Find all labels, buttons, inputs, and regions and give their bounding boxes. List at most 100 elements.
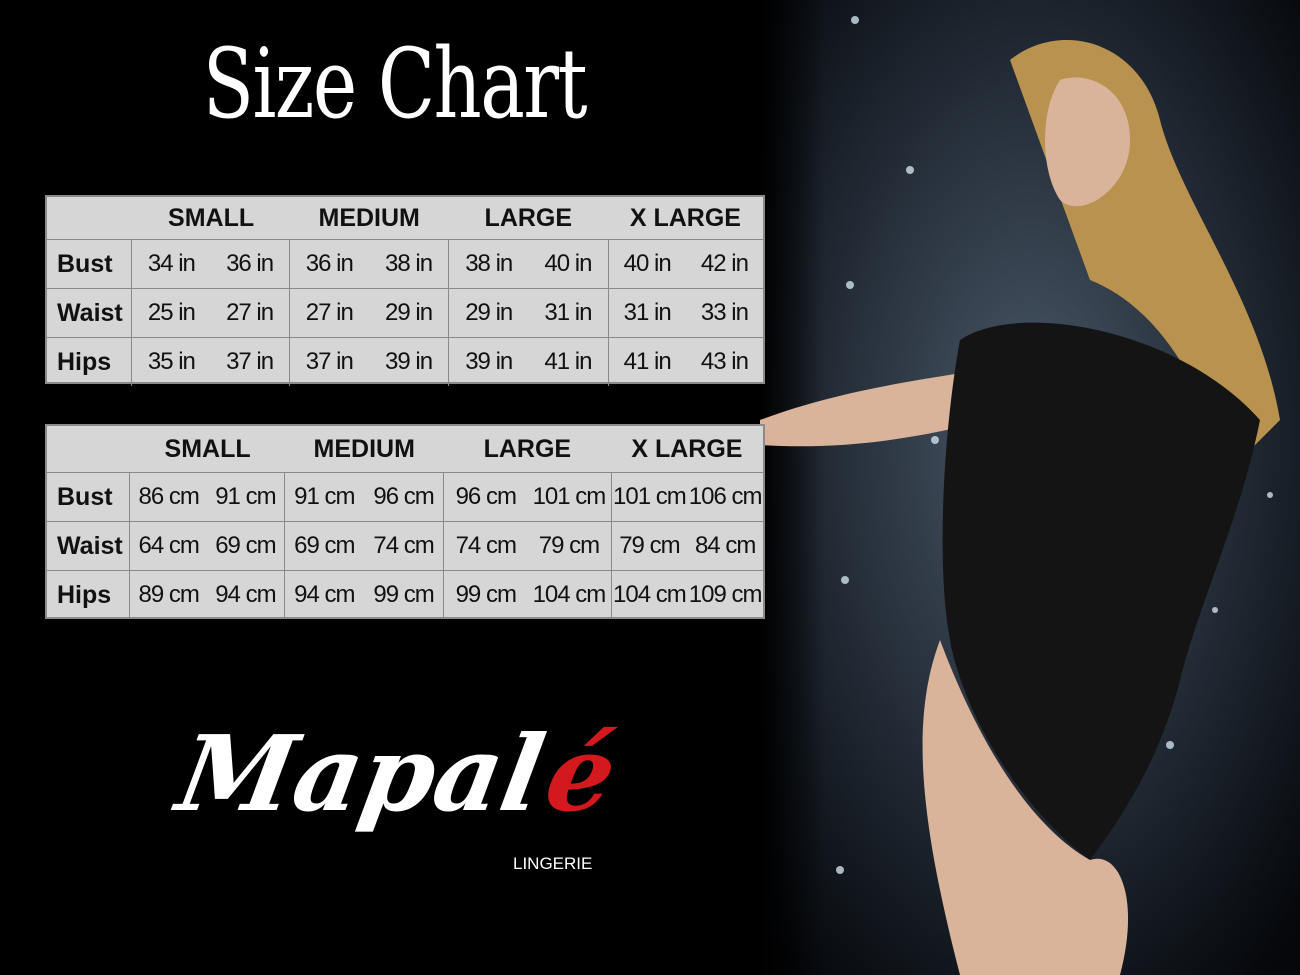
max-measurement: 79 cm	[538, 532, 600, 559]
size-group-large: 74 cm 79 cm	[444, 522, 612, 570]
brand-logo-wordmark: Mapalé	[169, 712, 625, 835]
row-label: Bust	[47, 473, 131, 521]
max-measurement: 27 in	[226, 299, 274, 326]
min-measurement: 39 in	[465, 348, 513, 375]
max-measurement: 29 in	[385, 299, 433, 326]
page-title: Size Chart	[202, 28, 588, 140]
min-measurement: 64 cm	[138, 532, 199, 559]
min-measurement: 89 cm	[138, 581, 199, 608]
max-measurement: 33 in	[700, 299, 749, 326]
size-group-medium: 37 in 39 in	[290, 338, 450, 386]
min-measurement: 99 cm	[455, 581, 517, 608]
min-measurement: 37 in	[305, 348, 354, 375]
max-measurement: 69 cm	[215, 532, 276, 559]
max-measurement: 109 cm	[688, 581, 763, 608]
max-measurement: 41 in	[544, 348, 592, 375]
max-measurement: 106 cm	[688, 483, 763, 510]
max-measurement: 99 cm	[373, 581, 434, 608]
size-group-medium: 69 cm 74 cm	[285, 522, 445, 570]
max-measurement: 43 in	[700, 348, 749, 375]
min-measurement: 101 cm	[613, 483, 687, 510]
max-measurement: 38 in	[385, 250, 433, 277]
size-header-x-large: X LARGE	[629, 203, 741, 232]
row-label: Waist	[47, 289, 133, 337]
row-label: Hips	[47, 338, 133, 386]
max-measurement: 39 in	[385, 348, 433, 375]
table-header-row: SMALL MEDIUM LARGE X LARGE	[47, 197, 763, 239]
size-group-x-large: 40 in 42 in	[609, 240, 763, 288]
min-measurement: 69 cm	[294, 532, 355, 559]
brand-name-accent: é	[537, 712, 626, 835]
min-measurement: 91 cm	[294, 483, 355, 510]
min-measurement: 29 in	[465, 299, 513, 326]
max-measurement: 101 cm	[532, 483, 607, 510]
min-measurement: 86 cm	[138, 483, 199, 510]
size-header-small: SMALL	[164, 434, 251, 463]
max-measurement: 74 cm	[373, 532, 434, 559]
min-measurement: 104 cm	[613, 581, 687, 608]
min-measurement: 74 cm	[455, 532, 517, 559]
max-measurement: 84 cm	[694, 532, 756, 559]
max-measurement: 96 cm	[373, 483, 434, 510]
size-header-medium: MEDIUM	[313, 434, 415, 463]
size-group-small: 86 cm 91 cm	[130, 473, 285, 521]
row-label: Hips	[47, 571, 131, 619]
row-label: Waist	[47, 522, 131, 570]
size-group-large: 38 in 40 in	[449, 240, 609, 288]
min-measurement: 34 in	[147, 250, 196, 277]
size-group-x-large: 41 in 43 in	[609, 338, 763, 386]
table-header-row: SMALL MEDIUM LARGE X LARGE	[47, 426, 763, 472]
table-row-bust: Bust 86 cm 91 cm 91 cm 96 cm 96 cm 101 cm 101 c…	[47, 472, 763, 521]
brand-logo: Mapalé LINGERIE	[169, 712, 630, 888]
max-measurement: 94 cm	[215, 581, 276, 608]
size-group-large: 96 cm 101 cm	[444, 473, 612, 521]
size-group-x-large: 101 cm 106 cm	[612, 473, 763, 521]
size-group-medium: 27 in 29 in	[290, 289, 450, 337]
min-measurement: 31 in	[623, 299, 672, 326]
size-table-centimeters: SMALL MEDIUM LARGE X LARGE Bust 86 cm 91 cm 91 …	[45, 424, 765, 619]
size-group-large: 39 in 41 in	[449, 338, 609, 386]
brand-subtitle: LINGERIE	[513, 854, 593, 873]
size-group-small: 34 in 36 in	[132, 240, 290, 288]
table-row-waist: Waist 25 in 27 in 27 in 29 in 29 in 31 in 31 in…	[47, 288, 763, 337]
min-measurement: 79 cm	[619, 532, 680, 559]
size-group-large: 99 cm 104 cm	[444, 571, 612, 619]
size-group-x-large: 31 in 33 in	[609, 289, 763, 337]
size-group-medium: 94 cm 99 cm	[285, 571, 445, 619]
header-corner	[47, 197, 133, 239]
table-row-hips: Hips 89 cm 94 cm 94 cm 99 cm 99 cm 104 cm 104 c…	[47, 570, 763, 619]
max-measurement: 91 cm	[215, 483, 276, 510]
size-group-small: 89 cm 94 cm	[130, 571, 285, 619]
max-measurement: 42 in	[700, 250, 749, 277]
max-measurement: 37 in	[226, 348, 274, 375]
min-measurement: 96 cm	[455, 483, 517, 510]
size-group-medium: 91 cm 96 cm	[285, 473, 445, 521]
min-measurement: 36 in	[305, 250, 354, 277]
size-group-small: 25 in 27 in	[132, 289, 290, 337]
model-photo	[760, 0, 1300, 975]
brand-name-main: Mapal	[169, 712, 554, 835]
min-measurement: 41 in	[623, 348, 672, 375]
size-header-x-large: X LARGE	[631, 434, 743, 463]
size-header-large: LARGE	[483, 434, 572, 463]
max-measurement: 36 in	[226, 250, 274, 277]
header-corner	[47, 426, 131, 472]
max-measurement: 104 cm	[532, 581, 607, 608]
min-measurement: 40 in	[623, 250, 672, 277]
size-group-x-large: 79 cm 84 cm	[612, 522, 763, 570]
table-row-waist: Waist 64 cm 69 cm 69 cm 74 cm 74 cm 79 cm 79 cm…	[47, 521, 763, 570]
table-row-bust: Bust 34 in 36 in 36 in 38 in 38 in 40 in 40 in 4…	[47, 239, 763, 288]
max-measurement: 40 in	[544, 250, 592, 277]
size-header-small: SMALL	[168, 203, 255, 232]
size-table-inches: SMALL MEDIUM LARGE X LARGE Bust 34 in 36 in 36 …	[45, 195, 765, 386]
min-measurement: 35 in	[147, 348, 196, 375]
size-header-medium: MEDIUM	[318, 203, 420, 232]
min-measurement: 38 in	[465, 250, 513, 277]
table-row-hips: Hips 35 in 37 in 37 in 39 in 39 in 41 in 41 in 4…	[47, 337, 763, 386]
min-measurement: 27 in	[305, 299, 354, 326]
size-group-medium: 36 in 38 in	[290, 240, 450, 288]
row-label: Bust	[47, 240, 133, 288]
size-group-small: 35 in 37 in	[132, 338, 290, 386]
size-header-large: LARGE	[484, 203, 573, 232]
size-group-x-large: 104 cm 109 cm	[612, 571, 763, 619]
